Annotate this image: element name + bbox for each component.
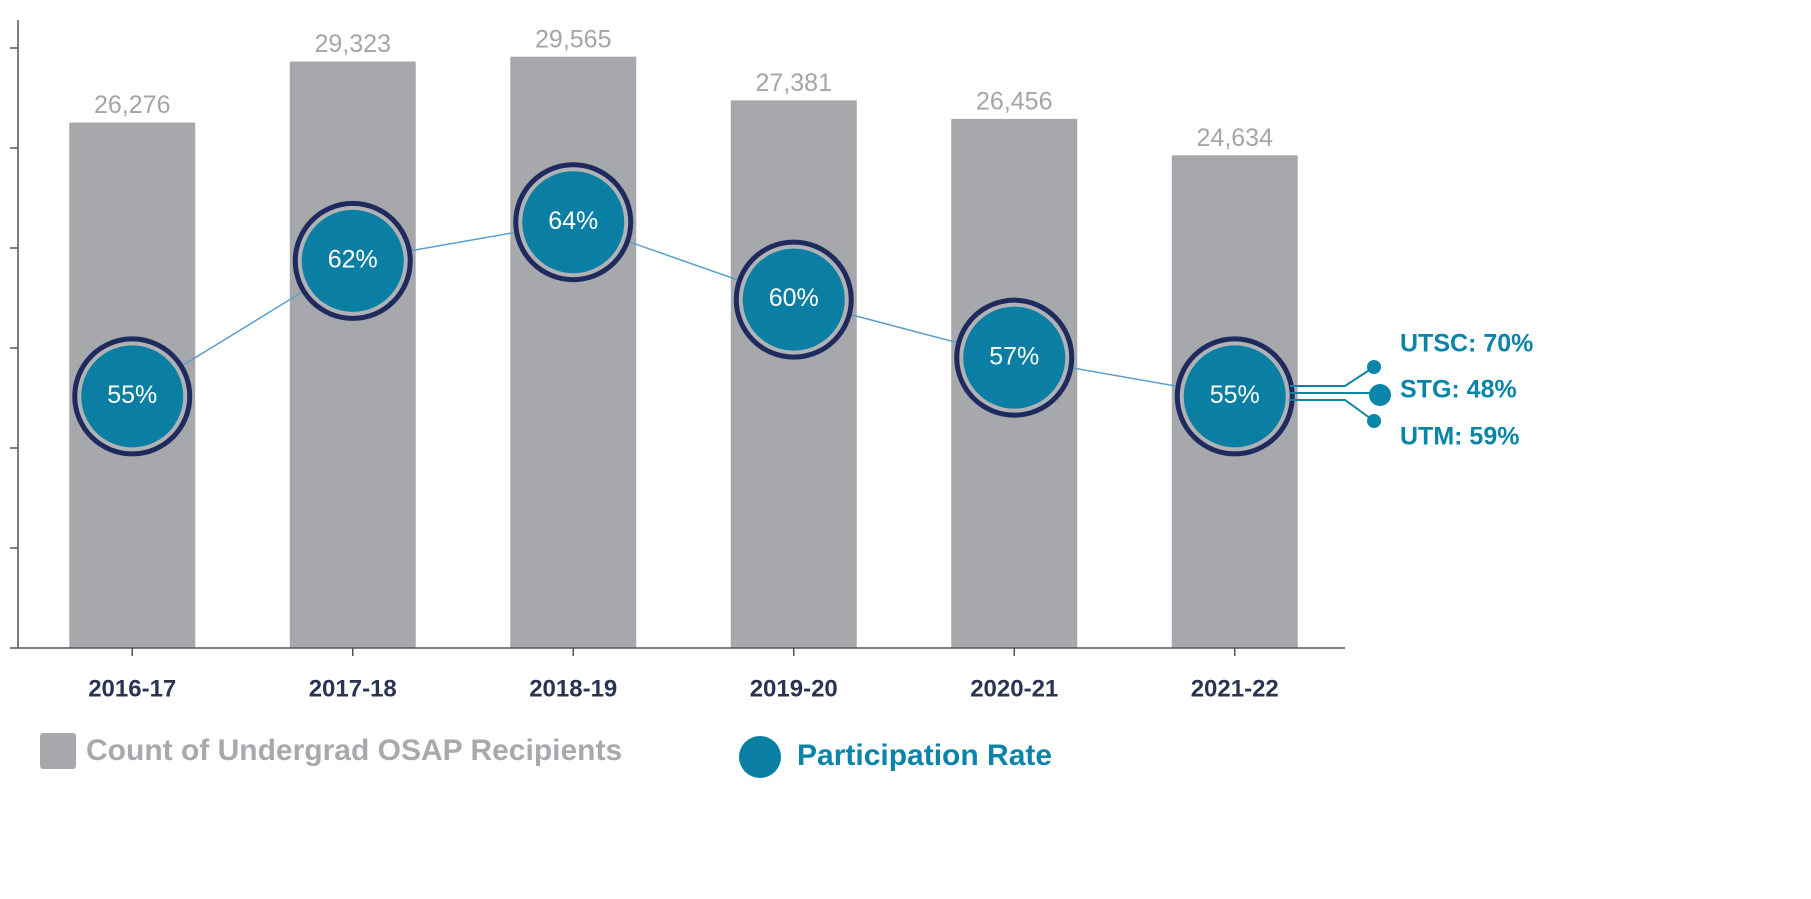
point-label: 64% bbox=[548, 207, 598, 235]
bar-label: 29,323 bbox=[315, 30, 391, 58]
x-tick-label: 2021-22 bbox=[1191, 675, 1279, 702]
connector-line bbox=[1290, 399, 1375, 422]
legend-label: Count of Undergrad OSAP Recipients bbox=[86, 734, 622, 767]
legend-swatch-bar bbox=[40, 733, 76, 769]
marker bbox=[301, 209, 404, 312]
annotation: UTM: 59% bbox=[1400, 423, 1519, 451]
bar bbox=[730, 100, 857, 648]
bar-label: 24,634 bbox=[1197, 124, 1274, 152]
x-tick-label: 2016-17 bbox=[88, 675, 176, 702]
bar-label: 26,276 bbox=[94, 91, 170, 119]
x-tick-label: 2017-18 bbox=[309, 675, 397, 702]
connector-line bbox=[1290, 366, 1375, 387]
annotation: UTSC: 70% bbox=[1400, 330, 1533, 358]
legend-label: Participation Rate bbox=[797, 739, 1052, 772]
bar bbox=[289, 61, 416, 649]
point-label: 62% bbox=[328, 246, 378, 274]
x-tick-label: 2020-21 bbox=[970, 675, 1058, 702]
bar bbox=[510, 56, 637, 648]
marker bbox=[81, 345, 184, 448]
marker bbox=[1183, 345, 1286, 448]
bar-label: 27,381 bbox=[756, 69, 832, 97]
point-label: 55% bbox=[107, 381, 157, 409]
bar-label: 29,565 bbox=[535, 25, 611, 53]
connector-dot bbox=[1369, 384, 1391, 406]
bar-label: 26,456 bbox=[976, 87, 1052, 115]
connector-dot bbox=[1367, 414, 1381, 428]
annotation: STG: 48% bbox=[1400, 376, 1517, 404]
point-label: 57% bbox=[989, 342, 1039, 370]
marker bbox=[522, 171, 625, 274]
x-tick-label: 2019-20 bbox=[750, 675, 838, 702]
marker bbox=[963, 306, 1066, 409]
site-connector bbox=[1290, 360, 1391, 428]
marker bbox=[742, 248, 845, 351]
legend-swatch-line bbox=[739, 736, 781, 778]
point-label: 60% bbox=[769, 284, 819, 312]
connector-dot bbox=[1367, 360, 1381, 374]
x-tick-label: 2018-19 bbox=[529, 675, 617, 702]
plot: 26,276 29,323 29,565 27,381 26,456 24,634 2016… bbox=[10, 20, 1345, 702]
point-label: 55% bbox=[1210, 381, 1260, 409]
